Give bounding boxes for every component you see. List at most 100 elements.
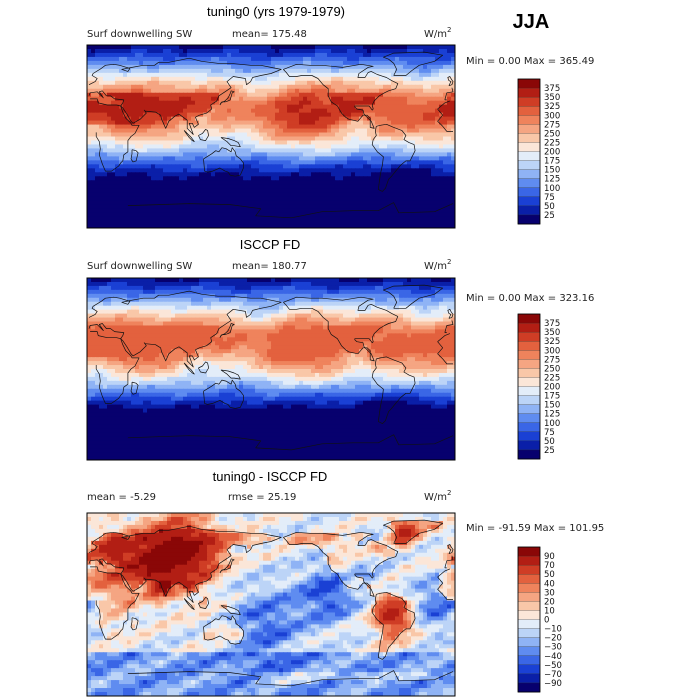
field-cell bbox=[203, 297, 208, 303]
field-cell bbox=[379, 112, 384, 118]
field-cell bbox=[91, 72, 96, 78]
field-cell bbox=[139, 144, 144, 150]
field-cell bbox=[151, 278, 156, 283]
field-cell bbox=[195, 220, 200, 225]
field-cell bbox=[211, 200, 216, 205]
field-cell bbox=[411, 128, 416, 134]
field-cell bbox=[271, 72, 276, 78]
field-cell bbox=[443, 120, 448, 126]
field-cell bbox=[151, 100, 156, 106]
field-cell bbox=[115, 293, 120, 299]
field-cell bbox=[103, 88, 108, 94]
field-cell bbox=[167, 208, 172, 213]
coastline bbox=[88, 57, 454, 135]
field-cell bbox=[167, 212, 172, 217]
field-cell bbox=[111, 48, 116, 54]
field-cell bbox=[363, 188, 368, 193]
field-cell bbox=[227, 45, 232, 50]
field-cell bbox=[299, 72, 304, 78]
field-cell bbox=[395, 176, 400, 181]
field-cell bbox=[379, 293, 384, 299]
field-cell bbox=[403, 176, 408, 181]
field-cell bbox=[95, 293, 100, 299]
field-cell bbox=[207, 84, 212, 90]
field-cell bbox=[279, 80, 284, 86]
field-cell bbox=[383, 52, 388, 58]
field-cell bbox=[339, 152, 344, 157]
field-cell bbox=[147, 301, 152, 307]
field-cell bbox=[195, 289, 200, 295]
field-cell bbox=[107, 212, 112, 217]
field-cell bbox=[351, 224, 356, 228]
field-cell bbox=[335, 204, 340, 209]
field-cell bbox=[151, 180, 156, 185]
field-cell bbox=[239, 108, 244, 114]
field-cell bbox=[215, 152, 220, 157]
field-cell bbox=[387, 52, 392, 58]
field-cell bbox=[335, 188, 340, 193]
field-cell bbox=[327, 285, 332, 291]
field-cell bbox=[339, 164, 344, 169]
field-cell bbox=[135, 212, 140, 217]
field-cell bbox=[231, 148, 236, 154]
field-cell bbox=[227, 88, 232, 94]
field-cell bbox=[347, 112, 352, 118]
field-cell bbox=[287, 220, 292, 225]
field-cell bbox=[427, 224, 432, 228]
field-cell bbox=[431, 168, 436, 173]
field-cell bbox=[167, 156, 172, 161]
field-cell bbox=[203, 84, 208, 90]
field-cell bbox=[423, 80, 428, 86]
field-cell bbox=[291, 164, 296, 169]
field-cell bbox=[163, 84, 168, 90]
field-cell bbox=[179, 132, 184, 138]
field-cell bbox=[295, 76, 300, 82]
field-cell bbox=[303, 172, 308, 177]
field-cell bbox=[387, 293, 392, 299]
field-cell bbox=[303, 116, 308, 122]
field-cell bbox=[147, 45, 152, 50]
field-cell bbox=[243, 92, 248, 98]
field-cell bbox=[135, 164, 140, 169]
field-cell bbox=[107, 140, 112, 146]
field-cell bbox=[247, 184, 252, 189]
field-cell bbox=[119, 301, 124, 307]
field-cell bbox=[231, 152, 236, 157]
field-cell bbox=[263, 96, 268, 102]
field-cell bbox=[251, 100, 256, 106]
field-cell bbox=[179, 136, 184, 142]
field-cell bbox=[195, 152, 200, 157]
field-cell bbox=[367, 136, 372, 142]
field-cell bbox=[139, 293, 144, 299]
field-cell bbox=[311, 188, 316, 193]
field-cell bbox=[175, 84, 180, 90]
field-cell bbox=[323, 297, 328, 303]
field-cell bbox=[259, 112, 264, 118]
colorbar-tick-label: 300 bbox=[544, 111, 560, 121]
field-cell bbox=[135, 104, 140, 110]
field-cell bbox=[315, 120, 320, 126]
field-cell bbox=[119, 305, 124, 311]
field-cell bbox=[423, 120, 428, 126]
field-cell bbox=[159, 297, 164, 303]
field-cell bbox=[339, 100, 344, 106]
field-cell bbox=[323, 293, 328, 299]
field-cell bbox=[139, 184, 144, 189]
field-cell bbox=[195, 278, 200, 283]
field-cell bbox=[179, 281, 184, 287]
field-cell bbox=[235, 301, 240, 307]
field-cell bbox=[367, 278, 372, 283]
field-cell bbox=[351, 293, 356, 299]
field-cell bbox=[335, 120, 340, 126]
field-cell bbox=[203, 160, 208, 165]
field-cell bbox=[187, 220, 192, 225]
field-cell bbox=[447, 100, 452, 106]
field-cell bbox=[355, 80, 360, 86]
field-cell bbox=[447, 144, 452, 150]
field-cell bbox=[179, 156, 184, 161]
field-cell bbox=[111, 132, 116, 138]
field-cell bbox=[199, 200, 204, 205]
field-cell bbox=[267, 301, 272, 307]
field-cell bbox=[403, 144, 408, 150]
field-cell bbox=[259, 184, 264, 189]
